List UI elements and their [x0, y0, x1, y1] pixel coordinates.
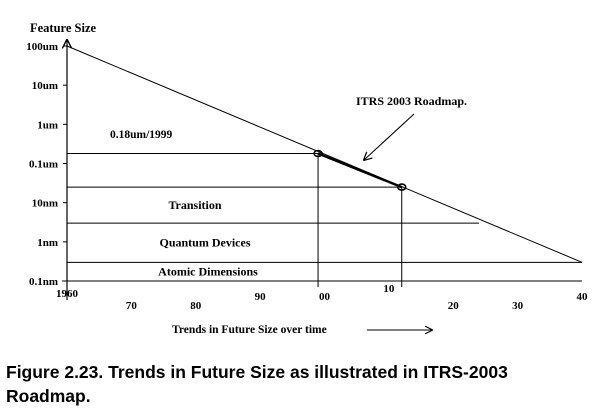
roadmap-label: ITRS 2003 Roadmap. — [356, 94, 467, 108]
x-tick-label: 40 — [577, 291, 589, 303]
x-tick-label: 1960 — [56, 288, 79, 300]
x-tick-label: 80 — [190, 300, 202, 312]
roadmap-pointer-arrow — [364, 113, 415, 160]
x-axis-title: Trends in Future Size over time — [172, 324, 327, 336]
region-label: Atomic Dimensions — [158, 265, 258, 279]
x-tick-label: 30 — [512, 300, 524, 312]
y-tick-label: 100um — [26, 41, 58, 53]
roadmap-segment — [317, 152, 403, 189]
y-tick-label: 10um — [32, 80, 58, 92]
marker-label: 0.18um/1999 — [110, 129, 173, 141]
y-tick-label: 0.1um — [29, 159, 58, 171]
y-tick-label: 10nm — [32, 198, 58, 210]
x-tick-label: 70 — [126, 300, 138, 312]
y-tick-label: 0.1nm — [29, 276, 58, 288]
figure-caption: Figure 2.23. Trends in Future Size as il… — [6, 362, 508, 406]
y-axis-title: Feature Size — [30, 21, 97, 35]
trend-line — [66, 45, 583, 263]
x-tick-label: 10 — [383, 283, 395, 295]
y-tick-label: 1nm — [37, 237, 58, 249]
x-tick-label: 20 — [448, 300, 460, 312]
roadmap-point — [313, 149, 323, 158]
chart: Feature Size 100um 10um 1um 0.1um 10nm 1nm 0.1n… — [26, 21, 589, 336]
roadmap-point — [396, 183, 407, 191]
x-tick-label: 90 — [255, 291, 267, 303]
region-label: Transition — [168, 198, 221, 212]
chart-svg: Feature Size 100um 10um 1um 0.1um 10nm 1nm 0.1n… — [26, 21, 589, 336]
x-tick-label: 00 — [319, 291, 331, 303]
y-tick-label: 1um — [37, 119, 58, 131]
region-label: Quantum Devices — [160, 236, 251, 250]
